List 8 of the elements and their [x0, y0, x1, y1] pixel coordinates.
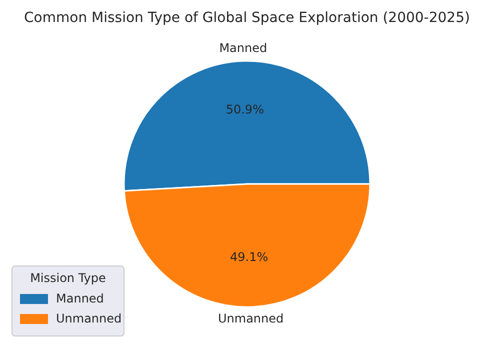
legend-title: Mission Type [30, 271, 106, 285]
slice-label: Unmanned [218, 312, 284, 326]
chart-title: Common Mission Type of Global Space Exploration (2000-2025) [24, 10, 470, 26]
legend-label: Manned [56, 291, 104, 306]
legend-label: Unmanned [56, 311, 122, 326]
data-label: 50.9% [226, 102, 264, 117]
data-label: 49.1% [230, 250, 268, 264]
slice-label: Manned [219, 41, 268, 56]
